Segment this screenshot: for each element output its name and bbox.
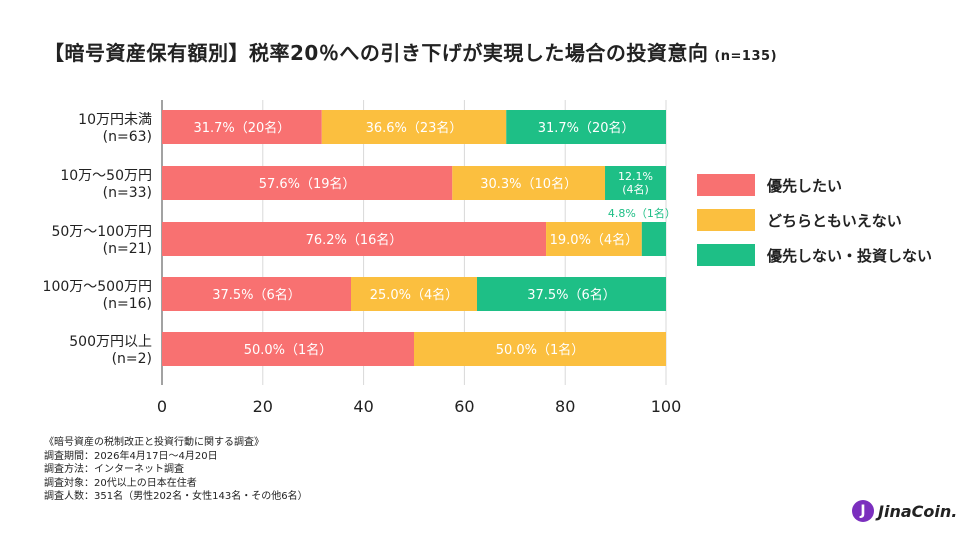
bar-data-label: 25.0%（4名） [370, 287, 459, 303]
brand-logo-text: JinaCoin. [878, 501, 958, 521]
bar-data-label: 12.1% (4名) [618, 170, 653, 196]
legend-label-not: 優先しない・投資しない [767, 246, 933, 265]
x-tick-label: 100 [651, 397, 682, 416]
bar-segment [452, 166, 606, 200]
survey-period: 調査期間：2026年4月17日～4月20日 [44, 450, 218, 462]
bar-data-label: 19.0%（4名） [550, 232, 639, 248]
bar-data-label: 4.8%（1名） [608, 206, 676, 220]
legend-item-either: どちらともいえない [697, 207, 932, 233]
bar-data-label: 76.2%（16名） [306, 232, 403, 248]
bar-data-label: 31.7%（20名） [538, 120, 635, 136]
bar-data-label: 50.0%（1名） [244, 342, 333, 358]
legend-item-prioritize: 優先したい [697, 172, 932, 198]
brand-logo: J JinaCoin. [852, 500, 957, 522]
bar-data-label: 50.0%（1名） [496, 342, 585, 358]
category-sample-size: (n=33) [103, 185, 152, 201]
chart-title-main: 【暗号資産保有額別】税率20％への引き下げが実現した場合の投資意向 [44, 41, 709, 65]
chart-title: 【暗号資産保有額別】税率20％への引き下げが実現した場合の投資意向 (n=135) [44, 37, 777, 66]
bar-data-label: 36.6%（23名） [366, 120, 463, 136]
category-label: 500万円以上 [69, 334, 152, 350]
survey-method: 調査方法：インターネット調査 [44, 464, 184, 476]
x-tick-label: 0 [157, 397, 167, 416]
bar-segment [546, 222, 642, 256]
category-sample-size: (n=63) [103, 129, 152, 145]
bar-data-label: 37.5%（6名） [527, 287, 616, 303]
category-label: 100万～500万円 [43, 279, 152, 295]
bar-segment [162, 277, 351, 311]
category-label: 10万円未満 [78, 112, 152, 128]
bar-segment [477, 277, 666, 311]
bar-data-label: 37.5%（6名） [212, 287, 301, 303]
bar-segment [506, 110, 666, 144]
x-tick-label: 40 [353, 397, 373, 416]
survey-notes: 《暗号資産の税制改正と投資行動に関する調査》 調査期間：2026年4月17日～4… [44, 436, 308, 504]
bar-segment [162, 332, 414, 366]
category-label: 10万～50万円 [60, 168, 152, 184]
chart-sample-size: (n=135) [714, 49, 778, 64]
x-tick-label: 80 [555, 397, 575, 416]
legend-label-prioritize: 優先したい [767, 176, 843, 195]
bar-segment [162, 166, 453, 200]
bar-segment [162, 110, 322, 144]
legend-item-not: 優先しない・投資しない [697, 242, 932, 268]
x-tick-label: 20 [253, 397, 273, 416]
category-sample-size: (n=16) [103, 296, 152, 312]
category-label: 50万～100万円 [51, 224, 152, 240]
category-sample-size: (n=21) [103, 241, 152, 257]
bar-data-label: 30.3%（10名） [480, 176, 577, 192]
survey-respondents: 調査人数：351名（男性202名・女性143名・その他6名） [44, 491, 308, 503]
jinacoin-logo-icon: J [852, 500, 874, 522]
x-tick-label: 60 [454, 397, 474, 416]
bar-segment [351, 277, 477, 311]
category-sample-size: (n=2) [112, 351, 152, 367]
survey-target: 調査対象：20代以上の日本在住者 [44, 477, 197, 489]
bar-segment [321, 110, 507, 144]
bar-data-label: 57.6%（19名） [259, 176, 356, 192]
bar-segment [605, 166, 666, 200]
legend-swatch-not [697, 244, 755, 266]
legend-swatch-either [697, 209, 755, 231]
bar-segment [162, 222, 547, 256]
legend-label-either: どちらともいえない [767, 211, 902, 230]
legend-swatch-prioritize [697, 174, 755, 196]
bar-segment [641, 222, 666, 256]
legend: 優先したい どちらともいえない 優先しない・投資しない [697, 172, 932, 277]
survey-notes-heading: 《暗号資産の税制改正と投資行動に関する調査》 [44, 437, 264, 448]
bar-data-label: 31.7%（20名） [193, 120, 290, 136]
bar-segment [414, 332, 666, 366]
